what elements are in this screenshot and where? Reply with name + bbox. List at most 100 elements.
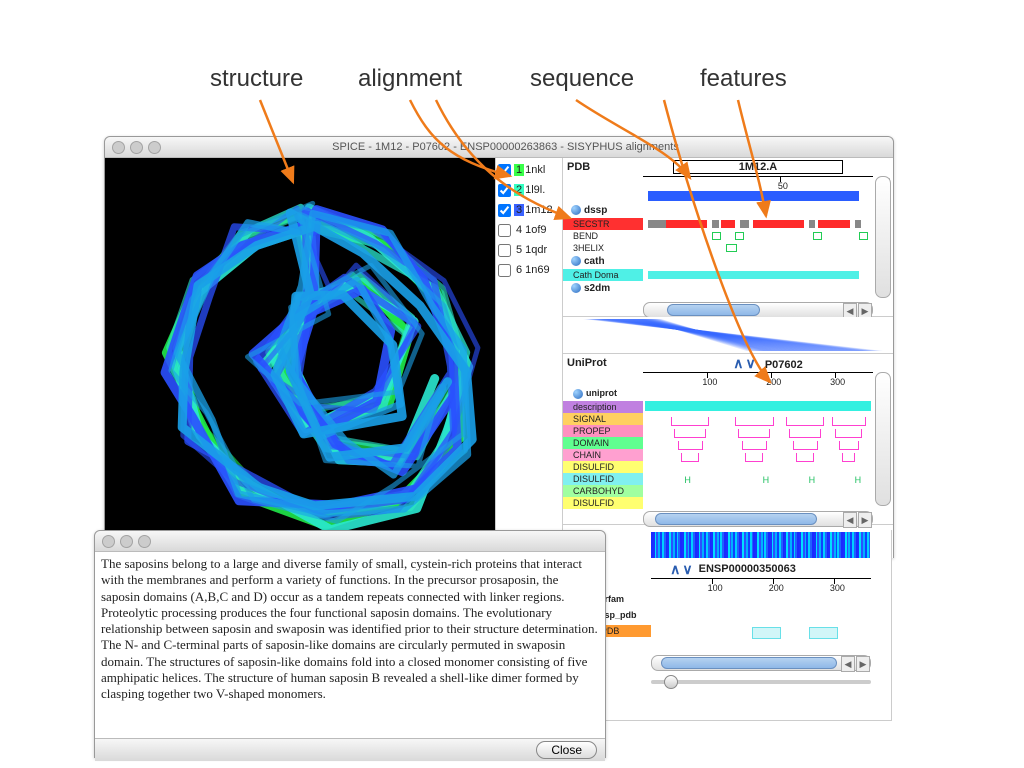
scroll-left-icon[interactable]: ◀ [843, 512, 857, 528]
feature-segment[interactable] [839, 441, 859, 450]
feature-segment[interactable] [789, 429, 821, 438]
alignment-checkbox[interactable] [498, 224, 511, 237]
desc-titlebar[interactable] [95, 531, 605, 552]
feature-segment[interactable] [681, 453, 699, 462]
description-window: The saposins belong to a large and diver… [94, 530, 606, 758]
feature-mark[interactable]: H [763, 475, 768, 485]
feature-segment[interactable] [735, 232, 744, 240]
scrollbar-thumb[interactable] [661, 657, 837, 669]
alignment-code: 1of9 [525, 224, 546, 236]
feature-segment[interactable] [726, 244, 737, 252]
pdb-sequence-bar[interactable] [643, 191, 873, 203]
feature-segment[interactable] [793, 441, 818, 450]
alignment-row[interactable]: 31m12 [496, 200, 562, 220]
scroll-right-icon[interactable]: ▶ [856, 656, 870, 672]
slider-thumb[interactable] [664, 675, 678, 689]
feature-mark[interactable]: H [684, 475, 689, 485]
pdb-panel: PDB 1M12.A 84 50 dsspSECSTRBEND3HELIXcat… [563, 158, 893, 317]
feature-segment[interactable] [674, 429, 706, 438]
feature-segment[interactable] [735, 417, 774, 426]
close-button[interactable]: Close [536, 741, 597, 759]
nav-arrows[interactable]: ∧∨ [670, 561, 693, 578]
close-icon[interactable] [102, 535, 115, 548]
pdb-id: 1M12.A [673, 160, 843, 174]
lane-label: BEND [563, 230, 643, 242]
zoom-icon[interactable] [138, 535, 151, 548]
feature-segment[interactable] [745, 453, 763, 462]
up-arrow-icon[interactable]: ∧ [733, 355, 743, 372]
structure-panel[interactable] [105, 158, 495, 558]
feature-segment[interactable] [740, 220, 749, 228]
feature-segment[interactable] [666, 220, 707, 228]
feature-segment[interactable] [835, 429, 862, 438]
feature-segment[interactable] [712, 220, 719, 228]
lane-label: DOMAIN [563, 437, 643, 449]
feature-segment[interactable] [832, 417, 866, 426]
feature-segment[interactable] [809, 220, 816, 228]
pdb-vscroll[interactable] [875, 176, 891, 298]
feature-segment[interactable] [796, 453, 814, 462]
feature-segment[interactable] [671, 417, 710, 426]
structure-3d[interactable] [105, 158, 495, 558]
feature-segment[interactable] [648, 271, 860, 279]
zoom-slider[interactable] [571, 673, 891, 691]
uniprot-tracks[interactable]: HHHH [643, 387, 873, 497]
uniprot-hscroll[interactable]: ◀ ▶ [643, 511, 873, 527]
uniprot-vscroll[interactable] [875, 372, 891, 506]
feature-segment[interactable] [786, 417, 825, 426]
alignment-row[interactable]: 41of9 [496, 220, 562, 240]
feature-segment[interactable] [738, 429, 770, 438]
feature-segment[interactable] [842, 453, 856, 462]
minimize-icon[interactable] [120, 535, 133, 548]
down-arrow-icon[interactable]: ∨ [682, 561, 692, 578]
alignment-checkbox[interactable] [498, 164, 511, 177]
window-controls[interactable] [95, 535, 158, 548]
feature-segment[interactable] [712, 232, 721, 240]
pdb-ruler: 84 50 [643, 176, 873, 191]
alignment-checkbox[interactable] [498, 244, 511, 257]
scroll-right-icon[interactable]: ▶ [858, 512, 872, 528]
lane-label: DISULFID [563, 497, 643, 509]
alignment-code: 1nkl [525, 164, 545, 176]
up-arrow-icon[interactable]: ∧ [670, 561, 680, 578]
ensp-hscroll[interactable]: ◀ ▶ [651, 655, 871, 671]
close-icon[interactable] [112, 141, 125, 154]
zoom-icon[interactable] [148, 141, 161, 154]
feature-segment[interactable] [818, 220, 850, 228]
alignment-checkbox[interactable] [498, 204, 511, 217]
ensp-header: ∧∨ ENSP00000350063 [571, 560, 891, 578]
scroll-left-icon[interactable]: ◀ [841, 656, 855, 672]
titlebar[interactable]: SPICE - 1M12 - P07602 - ENSP00000263863 … [105, 137, 893, 158]
feature-segment[interactable] [721, 220, 735, 228]
feature-segment[interactable] [809, 627, 837, 639]
feature-segment[interactable] [648, 220, 666, 228]
window-controls[interactable] [105, 141, 168, 154]
pdb-hscroll[interactable]: ◀ ▶ [643, 302, 873, 318]
feature-segment[interactable] [855, 220, 862, 228]
scrollbar-thumb[interactable] [667, 304, 760, 316]
feature-segment[interactable] [678, 441, 703, 450]
lane-label: CARBOHYD [563, 485, 643, 497]
down-arrow-icon[interactable]: ∨ [746, 355, 756, 372]
alignment-row[interactable]: 51qdr [496, 240, 562, 260]
minimize-icon[interactable] [130, 141, 143, 154]
uniprot-title: UniProt [567, 357, 643, 369]
feature-segment[interactable] [645, 401, 870, 411]
feature-mark[interactable]: H [809, 475, 814, 485]
ensp-tracks[interactable] [651, 593, 871, 653]
scrollbar-thumb[interactable] [655, 513, 817, 525]
nav-arrows[interactable]: ∧∨ [733, 355, 756, 372]
alignment-row[interactable]: 11nkl [496, 160, 562, 180]
feature-segment[interactable] [752, 627, 780, 639]
alignment-row[interactable]: 21l9l. [496, 180, 562, 200]
globe-icon [571, 205, 581, 215]
alignment-checkbox[interactable] [498, 184, 511, 197]
feature-segment[interactable] [859, 232, 868, 240]
feature-segment[interactable] [742, 441, 767, 450]
feature-mark[interactable]: H [855, 475, 860, 485]
feature-segment[interactable] [753, 220, 804, 228]
feature-segment[interactable] [813, 232, 822, 240]
alignment-row[interactable]: 61n69 [496, 260, 562, 280]
alignment-checkbox[interactable] [498, 264, 511, 277]
pdb-header: PDB 1M12.A [563, 158, 893, 176]
